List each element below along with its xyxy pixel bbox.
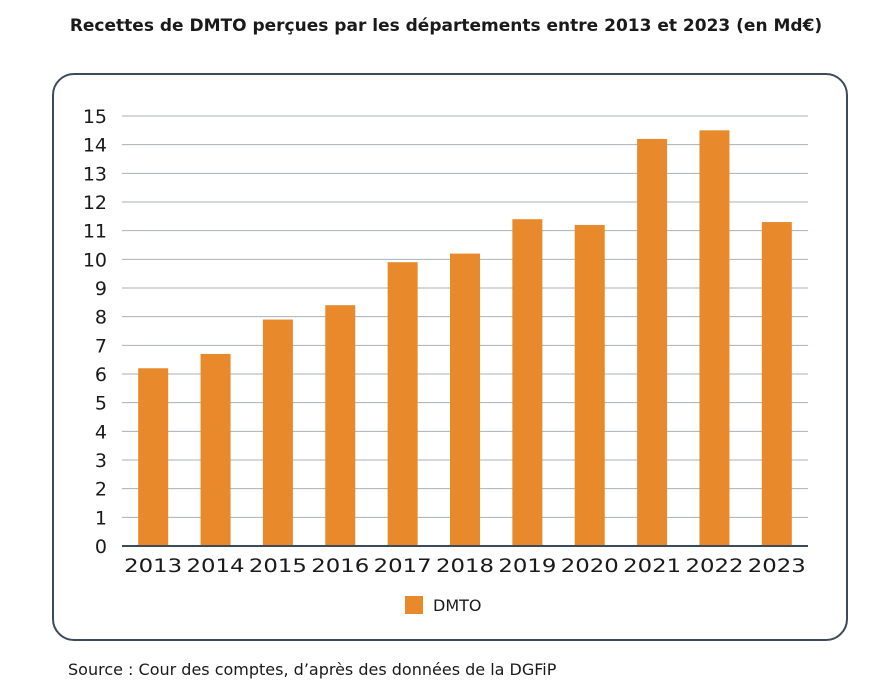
y-tick-label: 8	[95, 307, 107, 329]
bar	[637, 138, 668, 546]
bar	[200, 353, 231, 546]
x-tick-label: 2023	[748, 555, 806, 577]
source-note: Source : Cour des comptes, d’après des d…	[68, 660, 557, 679]
y-tick-label: 2	[95, 479, 107, 501]
y-tick-label: 7	[95, 335, 107, 357]
chart-frame	[52, 73, 848, 641]
x-tick-label: 2020	[561, 555, 619, 577]
y-tick-label: 5	[95, 393, 107, 415]
x-tick-label: 2015	[249, 555, 307, 577]
bar	[138, 368, 169, 546]
bar	[512, 219, 543, 546]
y-tick-label: 1	[95, 507, 107, 529]
y-tick-label: 14	[83, 135, 107, 157]
chart-title: Recettes de DMTO perçues par les départe…	[69, 16, 823, 36]
y-tick-label: 11	[83, 221, 107, 243]
legend-swatch	[405, 596, 423, 614]
y-tick-label: 4	[95, 421, 107, 443]
bar	[387, 262, 418, 546]
y-tick-label: 0	[95, 536, 107, 558]
y-tick-label: 10	[83, 249, 107, 271]
bar	[574, 224, 605, 546]
x-tick-label: 2013	[124, 555, 182, 577]
bar	[699, 130, 730, 547]
bar	[325, 305, 356, 546]
bar	[761, 222, 792, 547]
y-tick-label: 9	[95, 278, 107, 300]
bar	[262, 319, 293, 546]
x-tick-label: 2021	[623, 555, 681, 577]
y-tick-label: 15	[83, 106, 107, 128]
y-tick-label: 6	[95, 364, 107, 386]
x-tick-label: 2022	[685, 555, 743, 577]
x-tick-label: 2017	[374, 555, 432, 577]
legend-label: DMTO	[433, 596, 482, 615]
bar	[450, 253, 480, 546]
y-tick-label: 13	[83, 163, 107, 185]
y-tick-label: 3	[95, 450, 107, 472]
x-tick-label: 2016	[311, 555, 369, 577]
x-tick-label: 2018	[436, 555, 494, 577]
y-tick-label: 12	[83, 192, 107, 214]
x-tick-label: 2014	[187, 555, 245, 577]
x-tick-label: 2019	[498, 555, 556, 577]
